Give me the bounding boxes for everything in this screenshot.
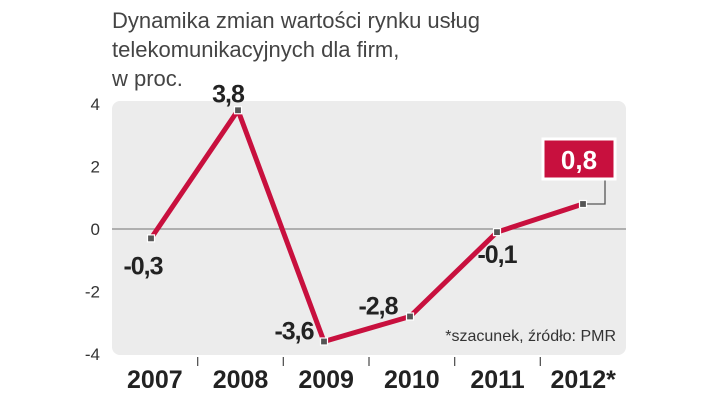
data-label: -3,6: [274, 318, 313, 346]
x-tick-label: 2009: [298, 366, 354, 394]
data-point: [233, 106, 243, 115]
highlight-connector: [587, 180, 606, 205]
data-labels: -0,3 3,8 -3,6 -2,8 -0,1 0,8: [123, 80, 617, 346]
x-tick-label: 2008: [213, 366, 269, 394]
data-point: [492, 228, 502, 237]
data-point: [578, 199, 588, 209]
highlight-connector-line: [587, 180, 606, 205]
x-axis: 2007 2008 2009 2010 2011 2012*: [127, 357, 616, 394]
data-label: 3,8: [212, 80, 245, 108]
x-tick-label: 2010: [384, 366, 440, 394]
y-axis: 4 2 0 -2 -4: [85, 95, 100, 364]
title-line-2: telekomunikacyjnych dla firm,: [112, 37, 400, 62]
x-tick-label: 2007: [127, 366, 183, 394]
title-line-3: w proc.: [112, 66, 183, 91]
y-tick-label: -4: [85, 345, 100, 364]
highlight-data-label: 0,8: [561, 145, 597, 175]
data-point: [319, 337, 329, 346]
x-tick-label: 2011: [470, 366, 524, 394]
series-line: [148, 107, 586, 344]
y-tick-label: 2: [91, 158, 100, 177]
data-label: -2,8: [358, 293, 398, 321]
data-label: -0,1: [477, 241, 517, 269]
data-point: [405, 312, 415, 321]
data-points: [146, 106, 588, 346]
plot-background: [112, 101, 626, 355]
x-tick-label: 2012*: [550, 366, 616, 394]
chart-title: Dynamika zmian wartości rynku usług tele…: [112, 6, 532, 93]
title-line-1: Dynamika zmian wartości rynku usług: [112, 8, 481, 33]
source-note: *szacunek, źródło: PMR: [445, 328, 616, 345]
highlight-label-box: [541, 137, 617, 181]
data-label: -0,3: [123, 252, 162, 280]
y-tick-label: -2: [85, 283, 100, 302]
data-point: [146, 234, 156, 243]
y-tick-label: 4: [91, 95, 100, 114]
y-tick-label: 0: [91, 220, 100, 239]
